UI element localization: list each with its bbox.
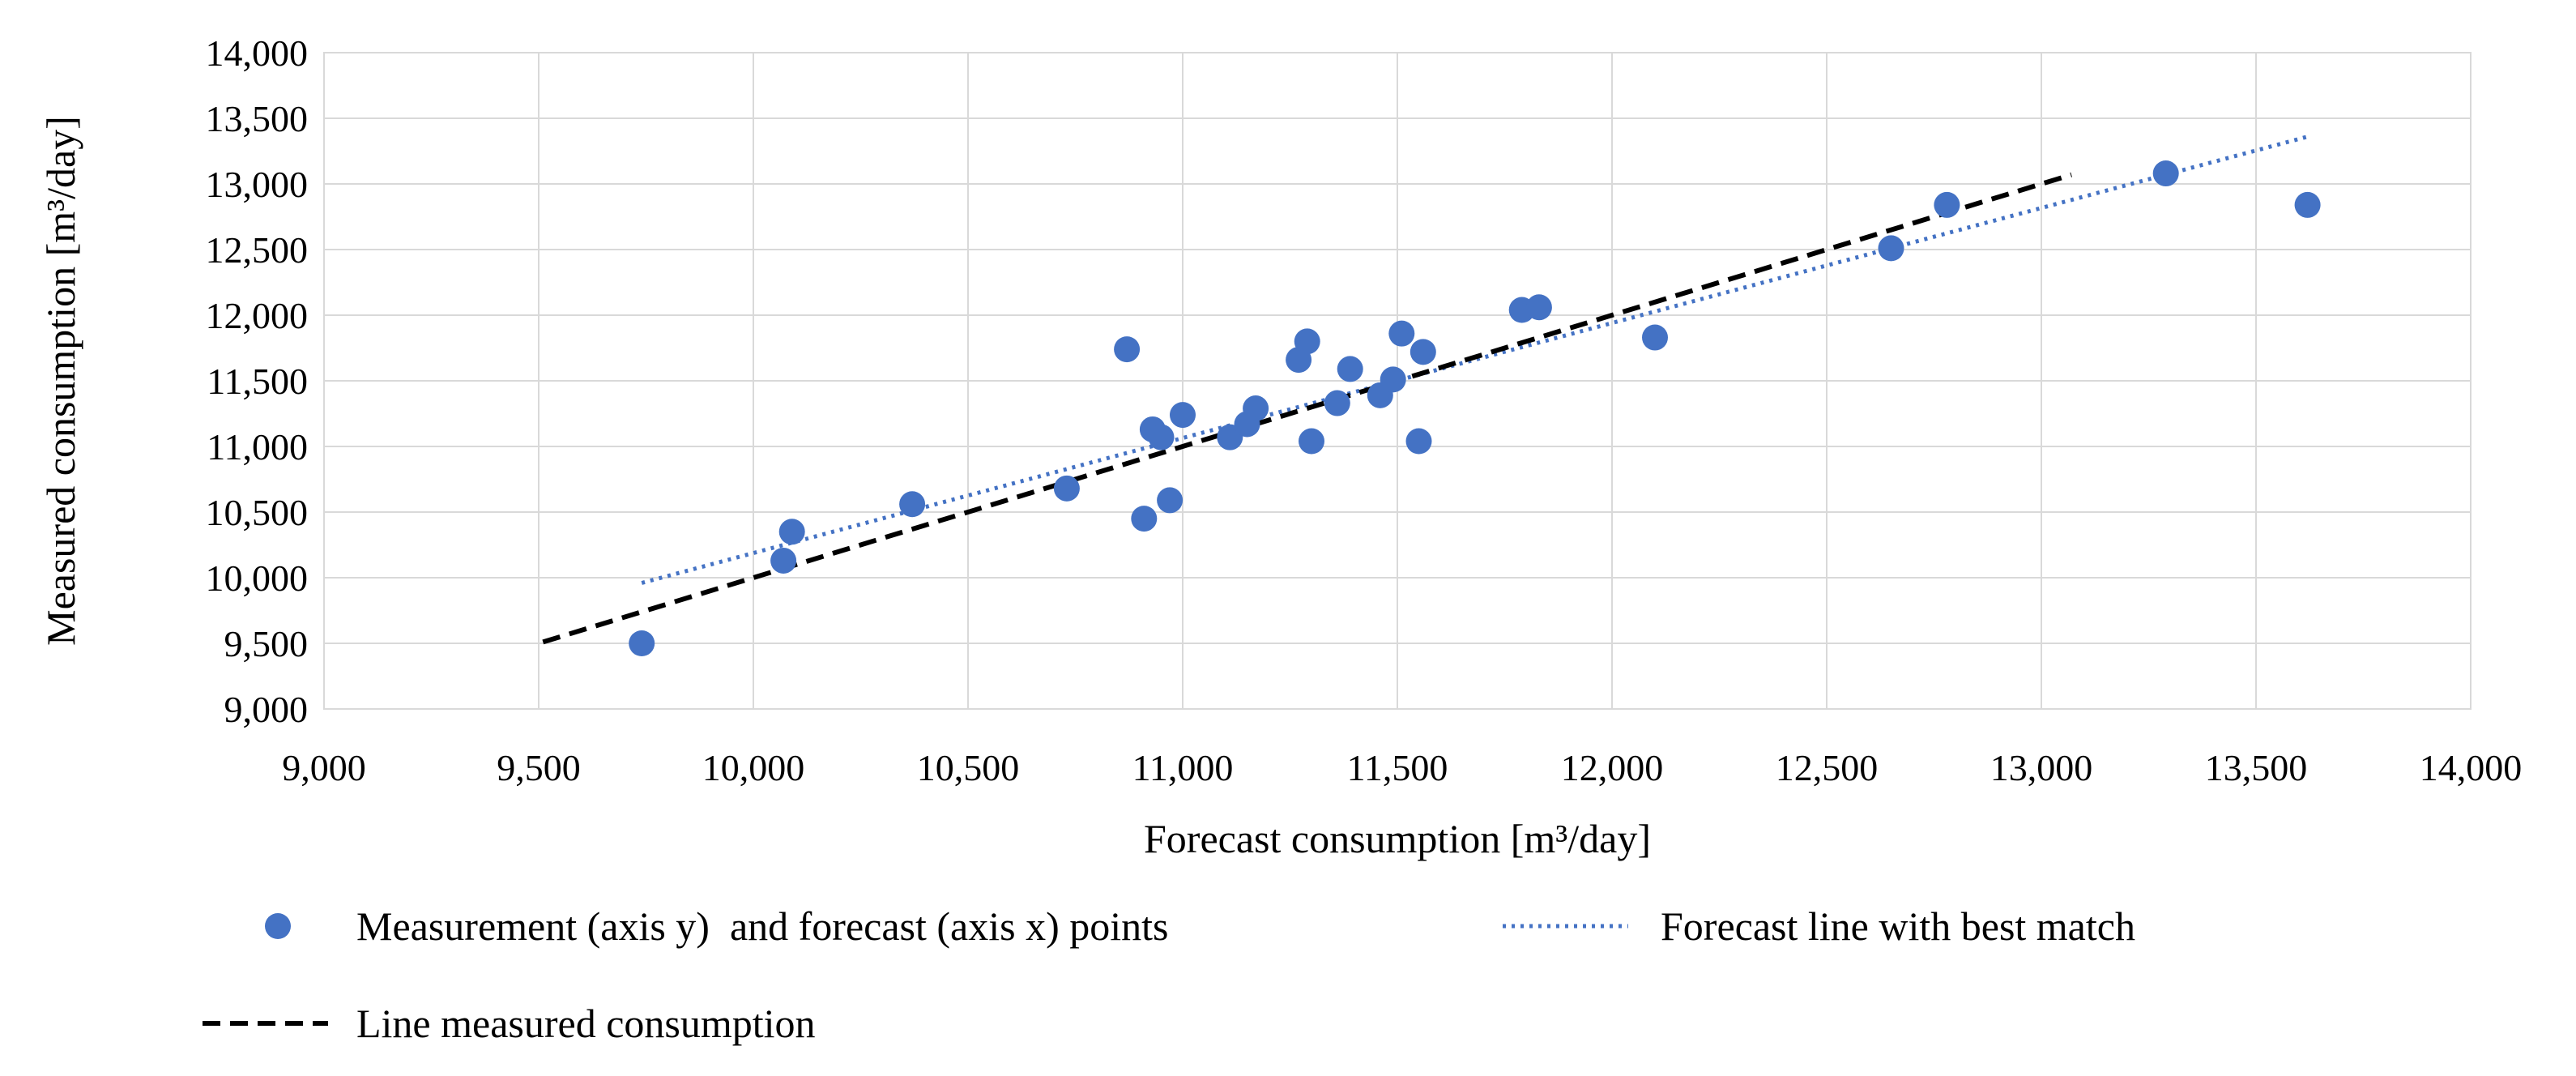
legend-item-points[interactable]: Measurement (axis y) and forecast (axis … xyxy=(265,903,1168,949)
y-tick-label: 14,000 xyxy=(206,32,309,74)
series-lines xyxy=(542,134,2309,645)
x-tick-label: 13,500 xyxy=(2205,747,2308,788)
y-axis-title: Measured consumption [m³/day] xyxy=(38,116,83,646)
series-points xyxy=(629,160,2321,656)
data-point[interactable] xyxy=(778,519,805,545)
data-point[interactable] xyxy=(1114,336,1141,363)
data-point[interactable] xyxy=(899,491,926,518)
x-tick-label: 14,000 xyxy=(2420,747,2523,788)
y-tick-label: 11,500 xyxy=(207,361,308,402)
x-tick-label: 11,000 xyxy=(1132,747,1234,788)
data-point[interactable] xyxy=(1337,356,1363,382)
data-point[interactable] xyxy=(1525,294,1552,321)
x-axis-ticks: 9,000 9,500 10,000 10,500 11,000 11,500 12,000… xyxy=(282,747,2522,788)
data-point[interactable] xyxy=(2294,191,2321,218)
data-point[interactable] xyxy=(1934,191,1960,218)
legend-label-forecast-line: Forecast line with best match xyxy=(1661,903,2135,949)
data-point[interactable] xyxy=(1053,475,1080,502)
y-tick-label: 13,000 xyxy=(206,164,309,205)
data-point[interactable] xyxy=(1299,428,1324,455)
y-tick-label: 10,500 xyxy=(206,492,309,533)
data-point[interactable] xyxy=(1243,395,1269,422)
data-point[interactable] xyxy=(2152,160,2179,187)
x-tick-label: 11,500 xyxy=(1347,747,1448,788)
data-point[interactable] xyxy=(629,630,655,656)
data-point[interactable] xyxy=(1170,402,1196,429)
legend-item-measured-line[interactable]: Line measured consumption xyxy=(203,1001,816,1046)
x-axis-title: Forecast consumption [m³/day] xyxy=(1144,816,1651,861)
y-axis-ticks: 9,000 9,500 10,000 10,500 11,000 11,500 12,000… xyxy=(206,32,309,730)
measured-consumption-line xyxy=(542,172,2072,645)
y-tick-label: 12,500 xyxy=(206,229,309,271)
x-tick-label: 9,000 xyxy=(282,747,366,788)
data-point[interactable] xyxy=(1294,328,1320,355)
y-tick-label: 9,500 xyxy=(224,623,309,664)
data-point[interactable] xyxy=(1388,320,1415,347)
legend-item-forecast-line[interactable]: Forecast line with best match xyxy=(1503,903,2135,949)
legend-marker-points xyxy=(265,913,291,939)
x-tick-label: 9,500 xyxy=(497,747,581,788)
y-tick-label: 9,000 xyxy=(224,689,309,730)
legend-label-points: Measurement (axis y) and forecast (axis … xyxy=(356,903,1168,949)
plot-frame xyxy=(323,52,2472,710)
y-tick-label: 12,000 xyxy=(206,295,309,336)
data-point[interactable] xyxy=(1131,506,1158,532)
data-point[interactable] xyxy=(1642,324,1668,351)
x-tick-label: 13,000 xyxy=(1990,747,2093,788)
data-point[interactable] xyxy=(1157,487,1184,514)
legend-label-measured-line: Line measured consumption xyxy=(356,1001,816,1046)
y-tick-label: 11,000 xyxy=(207,426,308,468)
x-tick-label: 12,000 xyxy=(1561,747,1664,788)
forecast-best-match-line xyxy=(641,134,2309,585)
data-point[interactable] xyxy=(1410,339,1436,365)
x-tick-label: 12,500 xyxy=(1776,747,1879,788)
data-point[interactable] xyxy=(1324,390,1350,416)
data-point[interactable] xyxy=(1148,424,1175,450)
data-point[interactable] xyxy=(1878,235,1904,262)
y-tick-label: 13,500 xyxy=(206,98,309,139)
x-tick-label: 10,000 xyxy=(702,747,805,788)
legend: Measurement (axis y) and forecast (axis … xyxy=(203,903,2135,1046)
data-point[interactable] xyxy=(1405,428,1432,455)
data-point[interactable] xyxy=(770,547,797,574)
data-point[interactable] xyxy=(1380,366,1406,393)
y-tick-label: 10,000 xyxy=(206,557,309,599)
x-tick-label: 10,500 xyxy=(917,747,1020,788)
